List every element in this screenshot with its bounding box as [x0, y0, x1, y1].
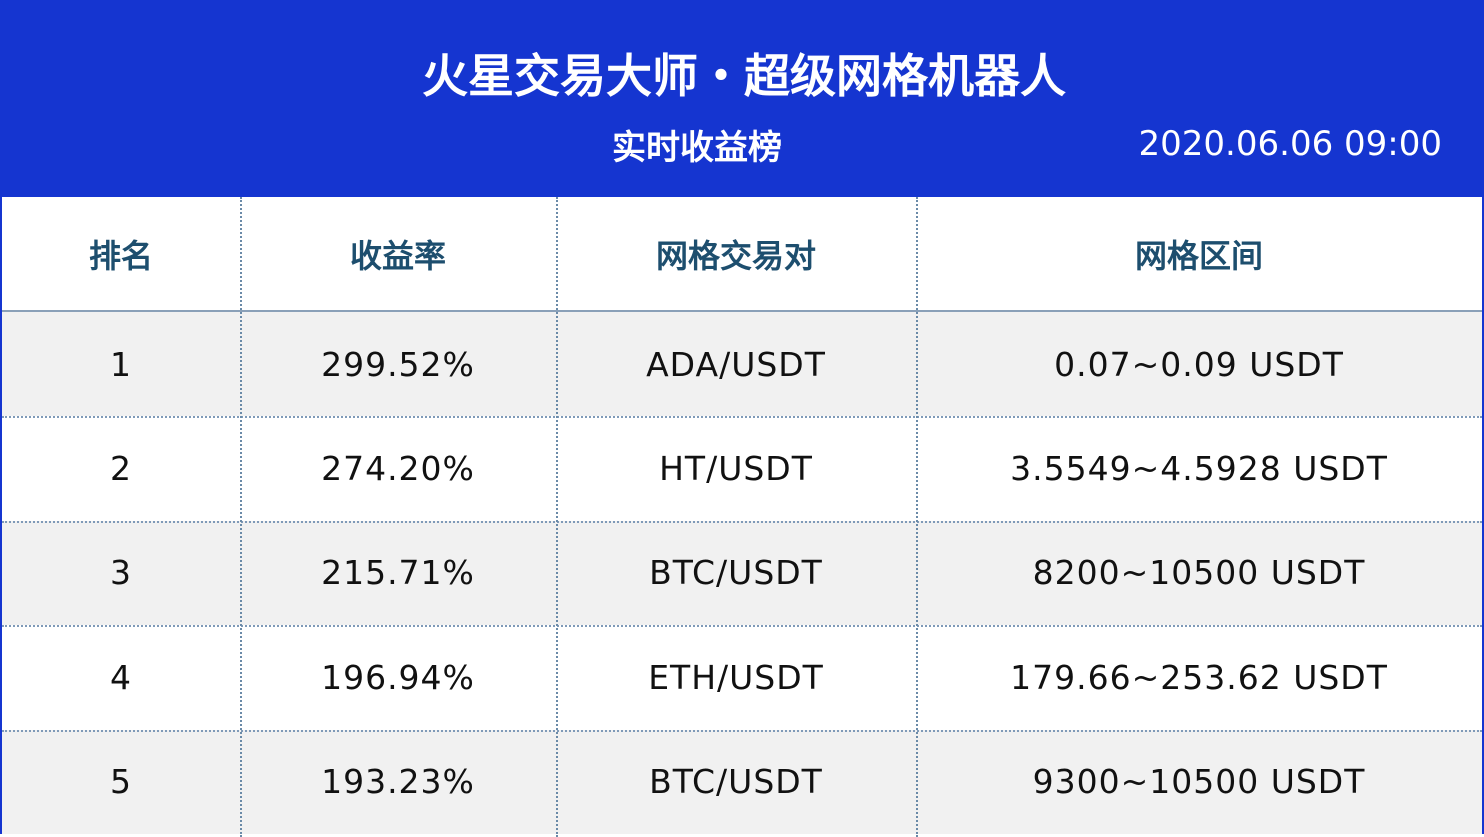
header: 火星交易大师・超级网格机器人 实时收益榜 2020.06.06 09:00: [2, 2, 1482, 197]
row-divider: [2, 729, 1482, 732]
column-header: 网格区间: [1134, 236, 1263, 275]
row-background: [2, 312, 1482, 417]
table-cell: 9300~10500 USDT: [1032, 762, 1366, 802]
title: 火星交易大师・超级网格机器人: [422, 49, 1066, 103]
row-background: [2, 625, 1482, 730]
row-background: [2, 729, 1482, 834]
column-divider: [916, 197, 918, 837]
row-divider: [2, 520, 1482, 523]
table-cell: 196.94%: [321, 657, 475, 697]
table-cell: 3: [110, 553, 132, 593]
table-cell: 8200~10500 USDT: [1032, 553, 1366, 593]
table-cell: 274.20%: [321, 449, 475, 489]
table-cell: 179.66~253.62 USDT: [1010, 657, 1388, 697]
table-cell: 5: [110, 762, 132, 802]
table-cell: ETH/USDT: [648, 657, 824, 697]
table-cell: HT/USDT: [659, 449, 813, 489]
table-cell: ADA/USDT: [646, 344, 826, 384]
table-cell: BTC/USDT: [649, 553, 823, 593]
table-cell: BTC/USDT: [649, 762, 823, 802]
table-cell: 1: [110, 344, 132, 384]
row-background: [2, 520, 1482, 626]
table-cell: 3.5549~4.5928 USDT: [1010, 449, 1388, 489]
datetime: 2020.06.06 09:00: [1138, 124, 1442, 164]
column-divider: [556, 197, 558, 837]
column-header: 收益率: [349, 236, 446, 275]
table-cell: 215.71%: [321, 553, 475, 593]
table-cell: 2: [110, 449, 132, 489]
table-cell: 193.23%: [321, 762, 475, 802]
table-cell: 0.07~0.09 USDT: [1054, 344, 1344, 384]
row-divider: [2, 416, 1482, 419]
column-header: 网格交易对: [655, 236, 816, 275]
row-divider: [2, 625, 1482, 628]
column-divider: [240, 197, 242, 837]
table-cell: 299.52%: [321, 344, 475, 384]
subtitle: 实时收益榜: [612, 128, 782, 168]
table-cell: 4: [110, 657, 132, 697]
row-background: [2, 416, 1482, 521]
column-header: 排名: [88, 236, 153, 275]
header-divider: [2, 310, 1482, 312]
